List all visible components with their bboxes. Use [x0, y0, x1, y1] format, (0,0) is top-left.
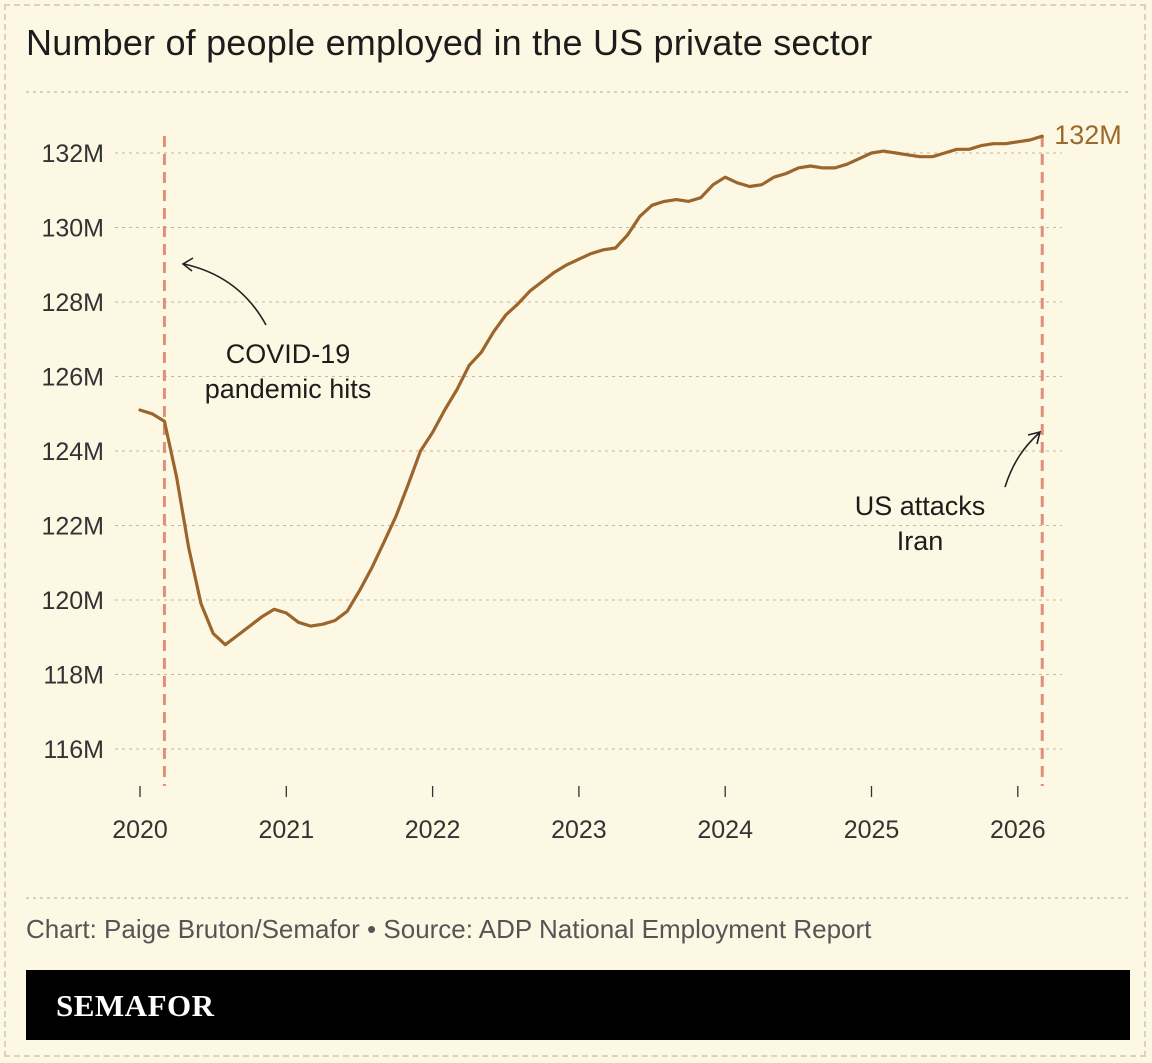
x-tick-label-2021: 2021 — [258, 816, 314, 844]
chart-frame — [4, 4, 1146, 1057]
y-tick-label-130: 130M — [41, 215, 104, 243]
y-tick-label-118: 118M — [43, 662, 104, 690]
annotation-iran-line-1: Iran — [897, 526, 944, 556]
chart-title: Number of people employed in the US priv… — [26, 22, 873, 63]
annotation-covid-arrowhead — [181, 257, 194, 272]
series-line-employment — [138, 134, 1044, 647]
y-tick-label-132: 132M — [41, 140, 104, 168]
annotations: COVID-19 pandemic hits US attacks Iran — [181, 257, 1042, 556]
annotation-covid-line-1: pandemic hits — [205, 374, 372, 404]
x-tick-label-2023: 2023 — [551, 816, 607, 844]
y-tick-label-120: 120M — [41, 587, 104, 615]
chart-svg: 116M 118M 120M 122M 124M 126M 128M 130M 132M 202… — [26, 91, 1130, 899]
x-tick-label-2020: 2020 — [112, 816, 168, 844]
brand-logo: SEMAFOR — [56, 988, 215, 1023]
x-tick-label-2022: 2022 — [405, 816, 461, 844]
end-value-label: 132M — [1054, 120, 1122, 150]
annotation-covid: COVID-19 pandemic hits — [205, 339, 372, 404]
brand-bar: SEMAFOR — [26, 970, 1130, 1040]
x-tick-label-2024: 2024 — [697, 816, 753, 844]
y-tick-label-122: 122M — [41, 513, 104, 541]
annotation-iran-line-0: US attacks — [855, 491, 986, 521]
annotation-iran: US attacks Iran — [855, 491, 986, 556]
x-axis: 2020 2021 2022 2023 2024 2025 2026 — [112, 786, 1046, 844]
x-tick-label-2026: 2026 — [990, 816, 1046, 844]
annotation-covid-line-0: COVID-19 — [226, 339, 351, 369]
event-markers — [162, 136, 1044, 786]
annotation-iran-arrowhead — [1027, 430, 1042, 445]
grid-lines — [26, 91, 1130, 899]
y-tick-label-128: 128M — [41, 289, 104, 317]
annotation-covid-arrow — [183, 263, 267, 326]
source-credit: Chart: Paige Bruton/Semafor • Source: AD… — [26, 914, 872, 944]
x-tick-label-2025: 2025 — [844, 816, 900, 844]
y-tick-label-126: 126M — [41, 364, 104, 392]
annotation-iran-arrow — [1004, 432, 1040, 488]
y-axis: 116M 118M 120M 122M 124M 126M 128M 130M 132M — [41, 140, 104, 764]
y-tick-label-116: 116M — [43, 736, 104, 764]
y-tick-label-124: 124M — [41, 438, 104, 466]
